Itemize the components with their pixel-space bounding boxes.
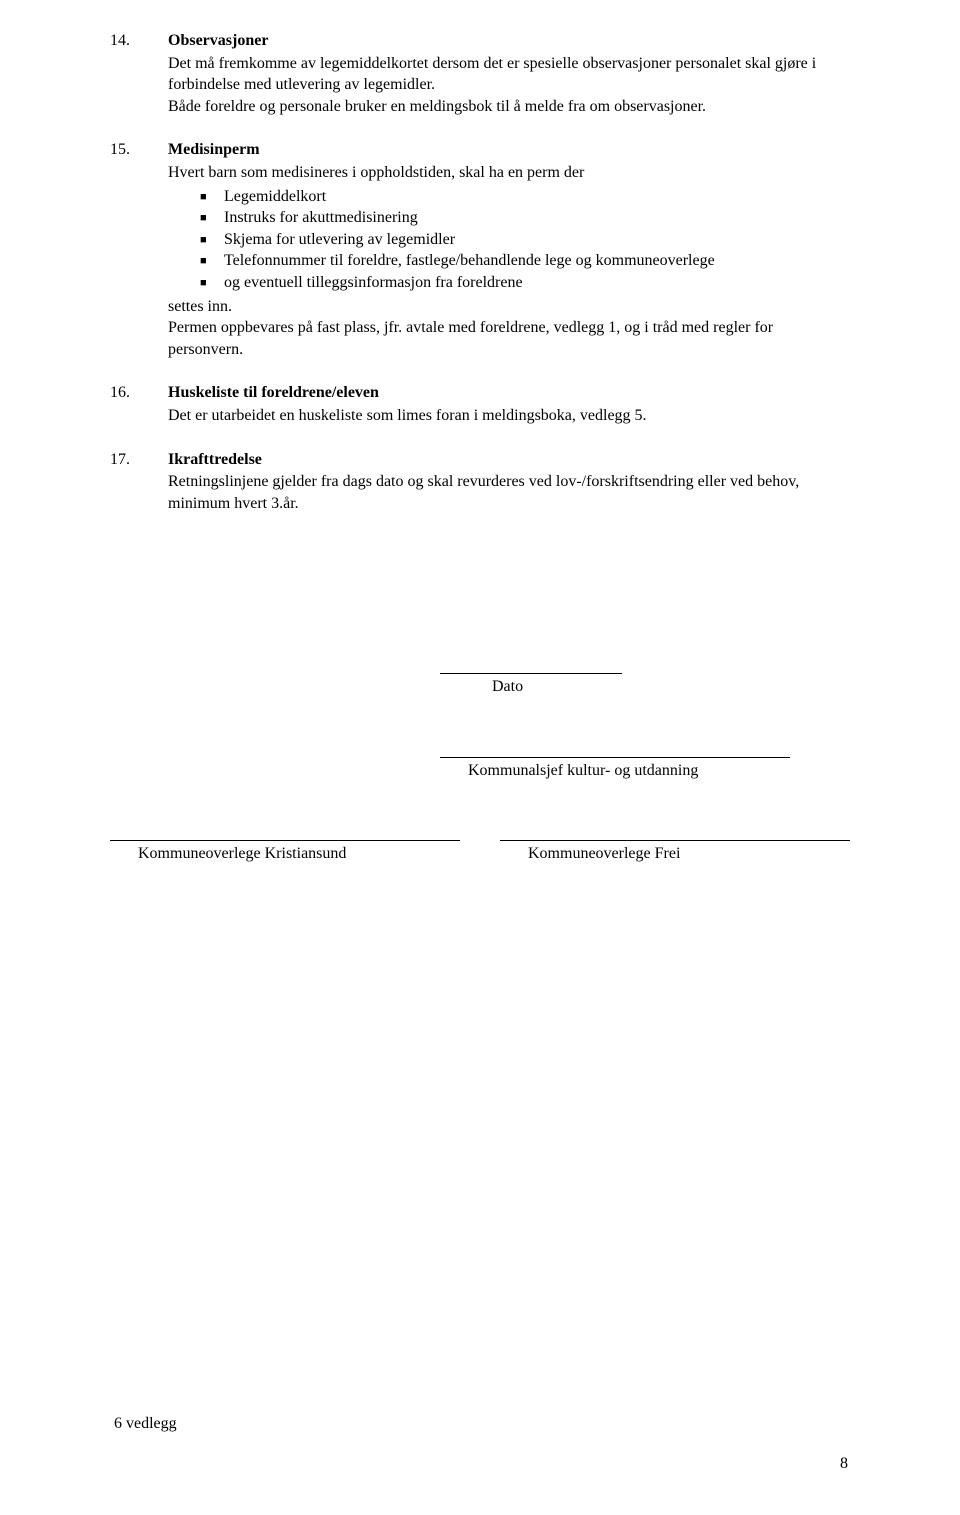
signature-date-block: Dato: [440, 654, 850, 698]
signature-row: Kommuneoverlege Kristiansund Kommuneover…: [110, 821, 850, 865]
list-item: ■ Telefonnummer til foreldre, fastlege/b…: [200, 250, 850, 272]
bullet-icon: ■: [200, 250, 224, 269]
bullet-text: Skjema for utlevering av legemidler: [224, 229, 850, 251]
section-content: Ikrafttredelse Retningslinjene gjelder f…: [168, 449, 850, 515]
signature-line: [440, 654, 622, 674]
section-content: Huskeliste til foreldrene/eleven Det er …: [168, 382, 850, 426]
bullet-text: og eventuell tilleggsinformasjon fra for…: [224, 272, 850, 294]
footer-attachments: 6 vedlegg: [114, 1413, 177, 1435]
section-content: Observasjoner Det må fremkomme av legemi…: [168, 30, 850, 117]
signature-date-label: Dato: [440, 676, 850, 698]
section-number: 17.: [110, 449, 168, 515]
list-item: ■ Skjema for utlevering av legemidler: [200, 229, 850, 251]
signature-line: [440, 738, 790, 758]
signature-line: [500, 821, 850, 841]
bullet-text: Legemiddelkort: [224, 186, 850, 208]
section-body: Hvert barn som medisineres i oppholdstid…: [168, 162, 850, 360]
signature-kommunalsjef-label: Kommunalsjef kultur- og utdanning: [440, 760, 850, 782]
bullet-icon: ■: [200, 186, 224, 205]
section-after: settes inn. Permen oppbevares på fast pl…: [168, 296, 850, 361]
signature-left-label: Kommuneoverlege Kristiansund: [110, 843, 460, 865]
section-heading: Medisinperm: [168, 139, 850, 161]
section-15: 15. Medisinperm Hvert barn som medisiner…: [110, 139, 850, 360]
list-item: ■ Instruks for akuttmedisinering: [200, 207, 850, 229]
section-number: 15.: [110, 139, 168, 360]
section-body: Retningslinjene gjelder fra dags dato og…: [168, 471, 850, 514]
section-heading: Huskeliste til foreldrene/eleven: [168, 382, 850, 404]
bullet-text: Instruks for akuttmedisinering: [224, 207, 850, 229]
signature-kommunalsjef-block: Kommunalsjef kultur- og utdanning: [440, 738, 850, 782]
bullet-text: Telefonnummer til foreldre, fastlege/beh…: [224, 250, 850, 272]
section-body: Det må fremkomme av legemiddelkortet der…: [168, 53, 850, 118]
signature-right-label: Kommuneoverlege Frei: [500, 843, 850, 865]
bullet-list: ■ Legemiddelkort ■ Instruks for akuttmed…: [200, 186, 850, 294]
bullet-icon: ■: [200, 207, 224, 226]
section-heading: Ikrafttredelse: [168, 449, 850, 471]
signature-left-block: Kommuneoverlege Kristiansund: [110, 821, 460, 865]
section-body: Det er utarbeidet en huskeliste som lime…: [168, 405, 850, 427]
bullet-icon: ■: [200, 272, 224, 291]
section-17: 17. Ikrafttredelse Retningslinjene gjeld…: [110, 449, 850, 515]
section-content: Medisinperm Hvert barn som medisineres i…: [168, 139, 850, 360]
section-number: 16.: [110, 382, 168, 426]
section-number: 14.: [110, 30, 168, 117]
list-item: ■ Legemiddelkort: [200, 186, 850, 208]
section-16: 16. Huskeliste til foreldrene/eleven Det…: [110, 382, 850, 426]
page-number: 8: [840, 1453, 848, 1475]
list-item: ■ og eventuell tilleggsinformasjon fra f…: [200, 272, 850, 294]
section-14: 14. Observasjoner Det må fremkomme av le…: [110, 30, 850, 117]
bullet-icon: ■: [200, 229, 224, 248]
section-intro: Hvert barn som medisineres i oppholdstid…: [168, 162, 850, 184]
section-heading: Observasjoner: [168, 30, 850, 52]
signature-right-block: Kommuneoverlege Frei: [500, 821, 850, 865]
signature-line: [110, 821, 460, 841]
